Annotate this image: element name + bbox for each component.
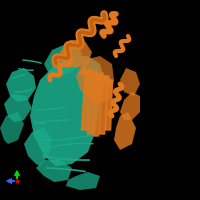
Polygon shape [120, 92, 140, 120]
Polygon shape [0, 112, 24, 144]
Polygon shape [97, 72, 107, 80]
Polygon shape [4, 94, 32, 122]
Polygon shape [30, 56, 104, 166]
Polygon shape [66, 172, 100, 190]
Polygon shape [81, 70, 91, 130]
Polygon shape [24, 128, 52, 166]
Polygon shape [105, 80, 113, 130]
Polygon shape [99, 76, 109, 134]
Polygon shape [60, 40, 92, 68]
Polygon shape [79, 66, 89, 74]
Polygon shape [103, 76, 113, 84]
Polygon shape [6, 68, 36, 102]
Polygon shape [44, 44, 84, 76]
Polygon shape [87, 72, 97, 134]
Polygon shape [93, 74, 103, 136]
Polygon shape [36, 160, 72, 182]
Polygon shape [76, 56, 114, 104]
Polygon shape [120, 68, 140, 96]
Polygon shape [91, 70, 101, 78]
Polygon shape [114, 112, 136, 150]
Polygon shape [85, 68, 95, 76]
